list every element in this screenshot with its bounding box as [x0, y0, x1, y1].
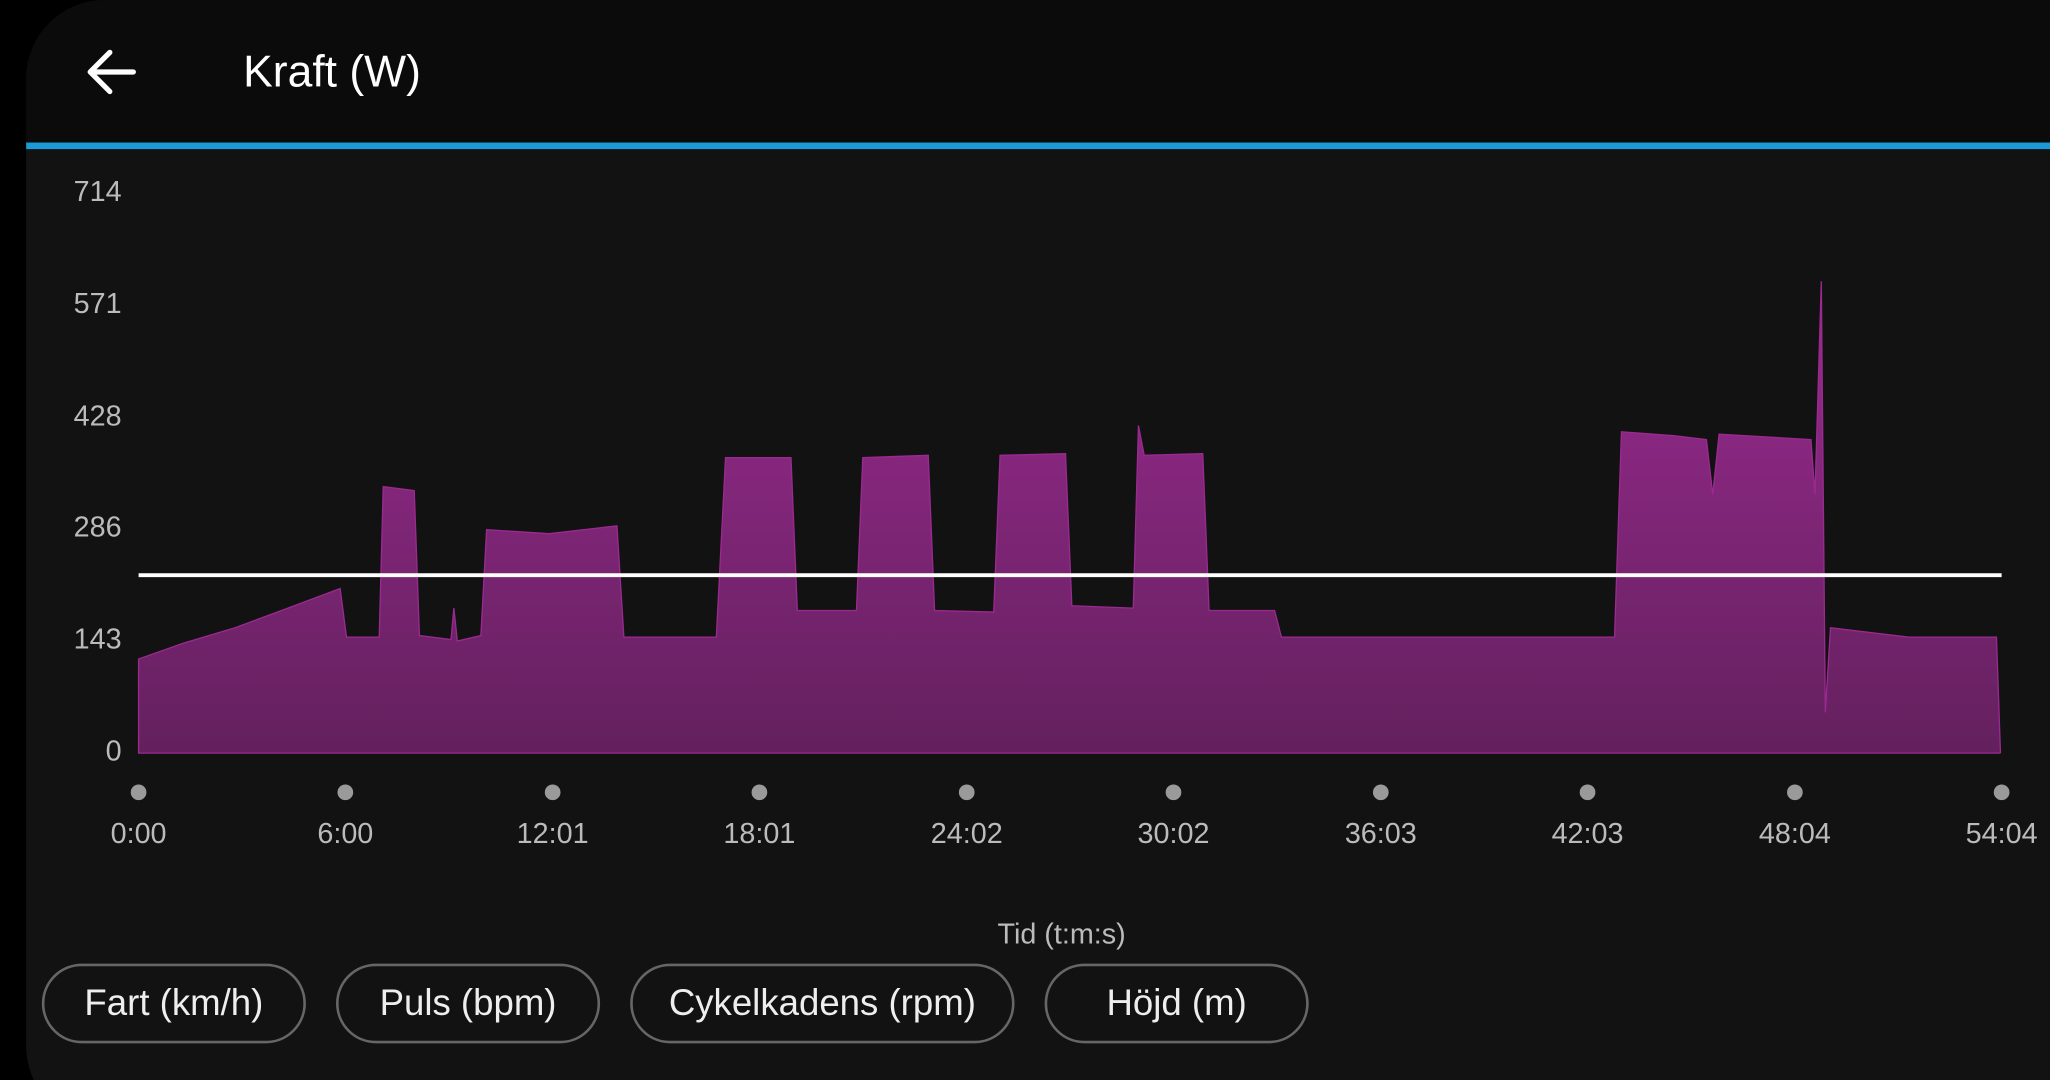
x-tick-dot [751, 784, 768, 801]
y-tick-label: 428 [74, 400, 122, 432]
chip-button[interactable]: Cykelkadens (rpm) [630, 963, 1015, 1044]
chip-button[interactable]: Höjd (m) [1044, 963, 1309, 1044]
chip-label: Fart (km/h) [84, 982, 263, 1023]
power-area [137, 281, 2002, 754]
x-tick-label: 6:00 [317, 818, 373, 850]
header-divider [26, 142, 2050, 150]
x-tick-label: 24:02 [931, 818, 1003, 850]
x-tick-label: 54:04 [1966, 818, 2038, 850]
plot: 0 143 286 428 571 714 0:00 6:00 12:01 18:01 24:02 3… [74, 176, 2038, 850]
chip-outline [336, 963, 601, 1044]
x-tick-dot [1787, 784, 1803, 801]
x-tick-dot [958, 784, 975, 801]
x-tick-label: 48:04 [1759, 818, 1831, 850]
x-tick-label: 18:01 [723, 818, 795, 850]
back-arrow [87, 49, 136, 95]
x-tick-label: 30:02 [1138, 818, 1210, 850]
page-title: Kraft (W) [243, 47, 421, 96]
button-row: Fart (km/h) Puls (bpm) Cykelkadens (rpm) Hö… [41, 963, 1309, 1044]
back-button[interactable] [87, 49, 136, 95]
x-tick-dot [1579, 784, 1596, 801]
chip-outline [41, 963, 306, 1044]
chip-button[interactable]: Puls (bpm) [336, 963, 601, 1044]
x-tick-dot [1993, 784, 2010, 801]
x-tick-label: 12:01 [517, 818, 589, 850]
chip-button[interactable]: Fart (km/h) [41, 963, 306, 1044]
y-tick-label: 714 [74, 176, 122, 208]
y-tick-label: 143 [74, 624, 122, 656]
chip-label: Cykelkadens (rpm) [669, 982, 976, 1023]
x-tick-dot [1165, 784, 1182, 801]
header-bar [26, 0, 2050, 147]
x-tick-label: 42:03 [1552, 818, 1624, 850]
x-tick-dot [1372, 784, 1389, 801]
x-axis-label: Tid (t:m:s) [997, 919, 1125, 951]
chip-label: Höjd (m) [1107, 982, 1247, 1023]
y-tick-label: 0 [106, 736, 122, 768]
x-tick-dot [337, 784, 354, 801]
x-tick-label: 0:00 [111, 818, 167, 850]
chip-label: Puls (bpm) [380, 982, 557, 1023]
y-tick-label: 571 [74, 288, 122, 320]
y-tick-label: 286 [74, 512, 122, 544]
x-tick-dot [130, 784, 147, 801]
chip-outline [1044, 963, 1309, 1044]
x-tick-dot [544, 784, 561, 801]
x-tick-label: 36:03 [1345, 818, 1417, 850]
chip-outline [630, 963, 1015, 1044]
